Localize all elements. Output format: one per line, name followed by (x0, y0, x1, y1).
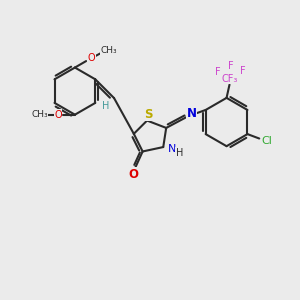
Text: O: O (88, 53, 95, 63)
Text: O: O (54, 110, 62, 120)
Text: F: F (240, 66, 246, 76)
Text: Cl: Cl (261, 136, 272, 146)
Text: O: O (129, 168, 139, 181)
Text: F: F (215, 67, 220, 77)
Text: CH₃: CH₃ (31, 110, 48, 119)
Text: S: S (144, 108, 153, 121)
Text: H: H (176, 148, 183, 158)
Text: H: H (102, 101, 110, 111)
Text: CF₃: CF₃ (221, 74, 238, 84)
Text: CH₃: CH₃ (100, 46, 117, 55)
Text: N: N (187, 107, 197, 120)
Text: N: N (168, 144, 176, 154)
Text: F: F (228, 61, 234, 71)
